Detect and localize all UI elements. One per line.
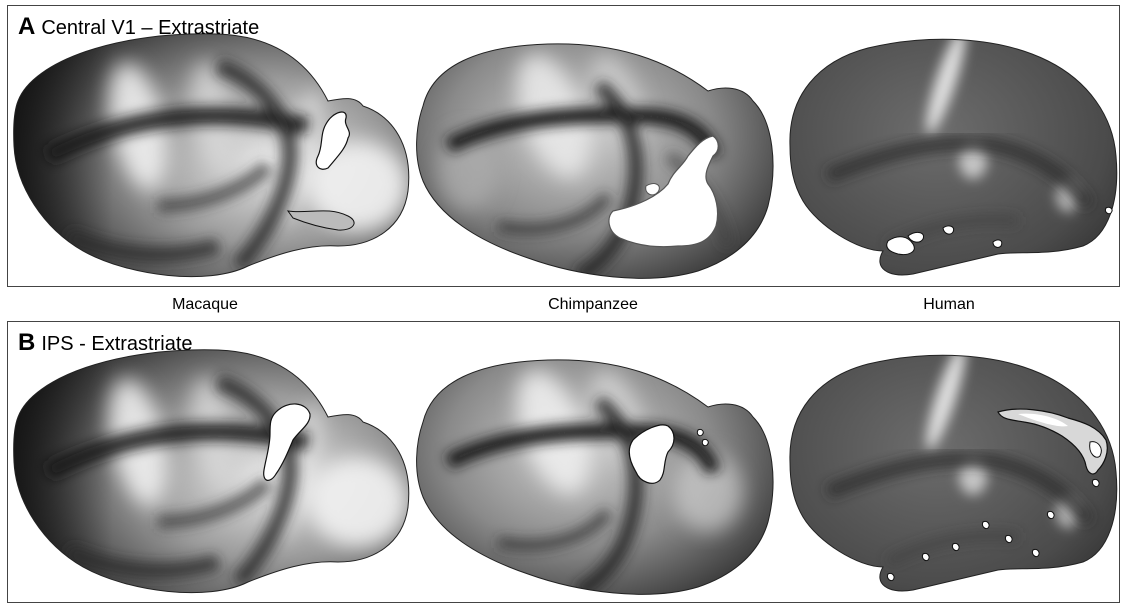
- macaque-brain-b: [13, 349, 410, 594]
- chimpanzee-brain-b: [416, 359, 774, 595]
- species-label-chimpanzee: Chimpanzee: [548, 296, 638, 313]
- panel-b-title-text: IPS - Extrastriate: [41, 333, 193, 355]
- human-brain-a: [789, 38, 1118, 276]
- panel-a-title-text: Central V1 – Extrastriate: [41, 17, 260, 39]
- panel-b-letter: B: [18, 329, 36, 356]
- panel-a-title: A Central V1 – Extrastriate: [18, 13, 259, 41]
- chimpanzee-brain-a: [416, 43, 774, 279]
- panel-a-letter: A: [18, 13, 36, 40]
- panel-b: B IPS - Extrastriate: [7, 321, 1120, 603]
- species-label-macaque: Macaque: [172, 296, 238, 313]
- panel-a: A Central V1 – Extrastriate: [7, 5, 1120, 287]
- panel-b-title: B IPS - Extrastriate: [18, 329, 193, 357]
- macaque-brain-a: [13, 33, 410, 278]
- human-brain-b: [789, 354, 1118, 592]
- species-label-human: Human: [923, 296, 975, 313]
